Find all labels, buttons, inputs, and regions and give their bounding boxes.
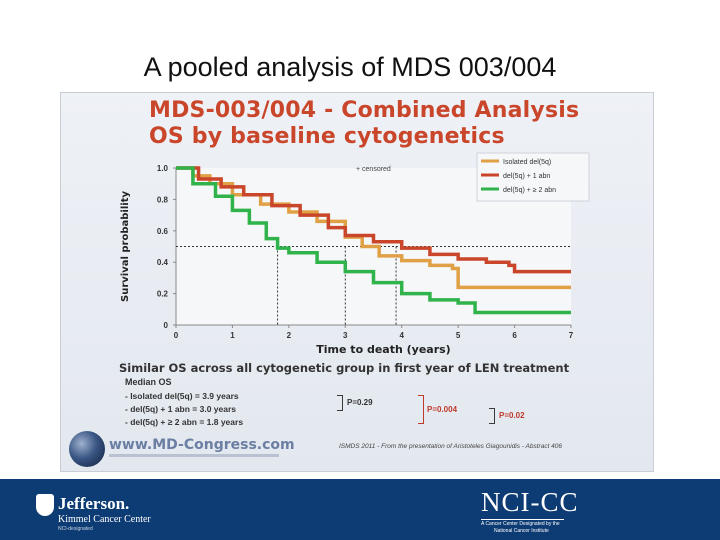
- y-tick-label: 0.8: [157, 195, 169, 204]
- nci-logo: NCI-CC: [481, 487, 579, 517]
- jefferson-subtitle: Kimmel Cancer Center: [58, 514, 151, 525]
- jefferson-tagline: NCI-designated: [58, 526, 93, 532]
- y-tick-label: 0.6: [157, 227, 169, 236]
- p-value-1: P=0.29: [347, 398, 373, 407]
- nci-text-2: National Cancer Institute: [494, 528, 549, 534]
- legend-label-1: del(5q) + 1 abn: [503, 173, 550, 180]
- median-item-one-abn: - del(5q) + 1 abn = 3.0 years: [125, 404, 237, 414]
- jefferson-name: Jefferson.: [58, 494, 130, 513]
- slide-title: A pooled analysis of MDS 003/004: [143, 52, 557, 82]
- x-tick-label: 6: [512, 331, 517, 340]
- survival-chart: 0 0.2 0.4 0.6 0.8 1.0 0 1 2 3 4 5 6 7 Time to death (y…: [120, 152, 590, 356]
- x-tick-label: 1: [230, 331, 235, 340]
- similar-os-note: Similar OS across all cytogenetic group …: [119, 361, 570, 375]
- x-tick-label: 7: [569, 331, 574, 340]
- median-os-title: Median OS: [125, 377, 172, 387]
- p-value-3: P=0.02: [499, 411, 525, 420]
- brace-3: [489, 408, 495, 424]
- x-axis-label: Time to death (years): [316, 343, 450, 356]
- y-tick-label: 1.0: [157, 164, 169, 173]
- x-tick-label: 2: [287, 331, 292, 340]
- legend-label-0: Isolated del(5q): [503, 159, 551, 166]
- x-tick-label: 5: [456, 331, 461, 340]
- y-axis-label: Survival probability: [120, 191, 131, 302]
- series-line-1: [176, 166, 571, 274]
- x-tick-label: 4: [399, 331, 404, 340]
- x-tick-label: 0: [174, 331, 179, 340]
- site-url: www.MD-Congress.com: [109, 437, 295, 453]
- nci-text-1: A Cancer Center Designated by the: [481, 521, 560, 527]
- series-line-2: [176, 166, 571, 315]
- median-item-isolated: - Isolated del(5q) = 3.9 years: [125, 391, 239, 401]
- footer-bar: [0, 479, 720, 540]
- chart-panel: MDS-003/004 - Combined Analysis OS by ba…: [60, 92, 654, 472]
- jefferson-shield-icon: [36, 494, 54, 516]
- y-tick-label: 0.4: [157, 258, 169, 267]
- y-tick-label: 0.2: [157, 290, 169, 299]
- brace-2: [418, 395, 424, 424]
- median-item-two-abn: - del(5q) + ≥ 2 abn = 1.8 years: [125, 417, 244, 427]
- censored-label: + censored: [356, 166, 391, 173]
- y-tick-label: 0: [164, 321, 169, 330]
- legend-label-2: del(5q) + ≥ 2 abn: [503, 187, 556, 194]
- nci-divider: [481, 519, 564, 520]
- p-value-2: P=0.004: [427, 405, 458, 414]
- panel-heading-2: OS by baseline cytogenetics: [149, 124, 505, 149]
- url-underline: [109, 454, 279, 457]
- x-tick-label: 3: [343, 331, 348, 340]
- brace-1: [337, 395, 343, 411]
- globe-logo-icon: [69, 431, 105, 467]
- panel-heading-1: MDS-003/004 - Combined Analysis: [149, 98, 580, 123]
- source-credit: ISMDS 2011 - From the presentation of Ar…: [339, 443, 563, 450]
